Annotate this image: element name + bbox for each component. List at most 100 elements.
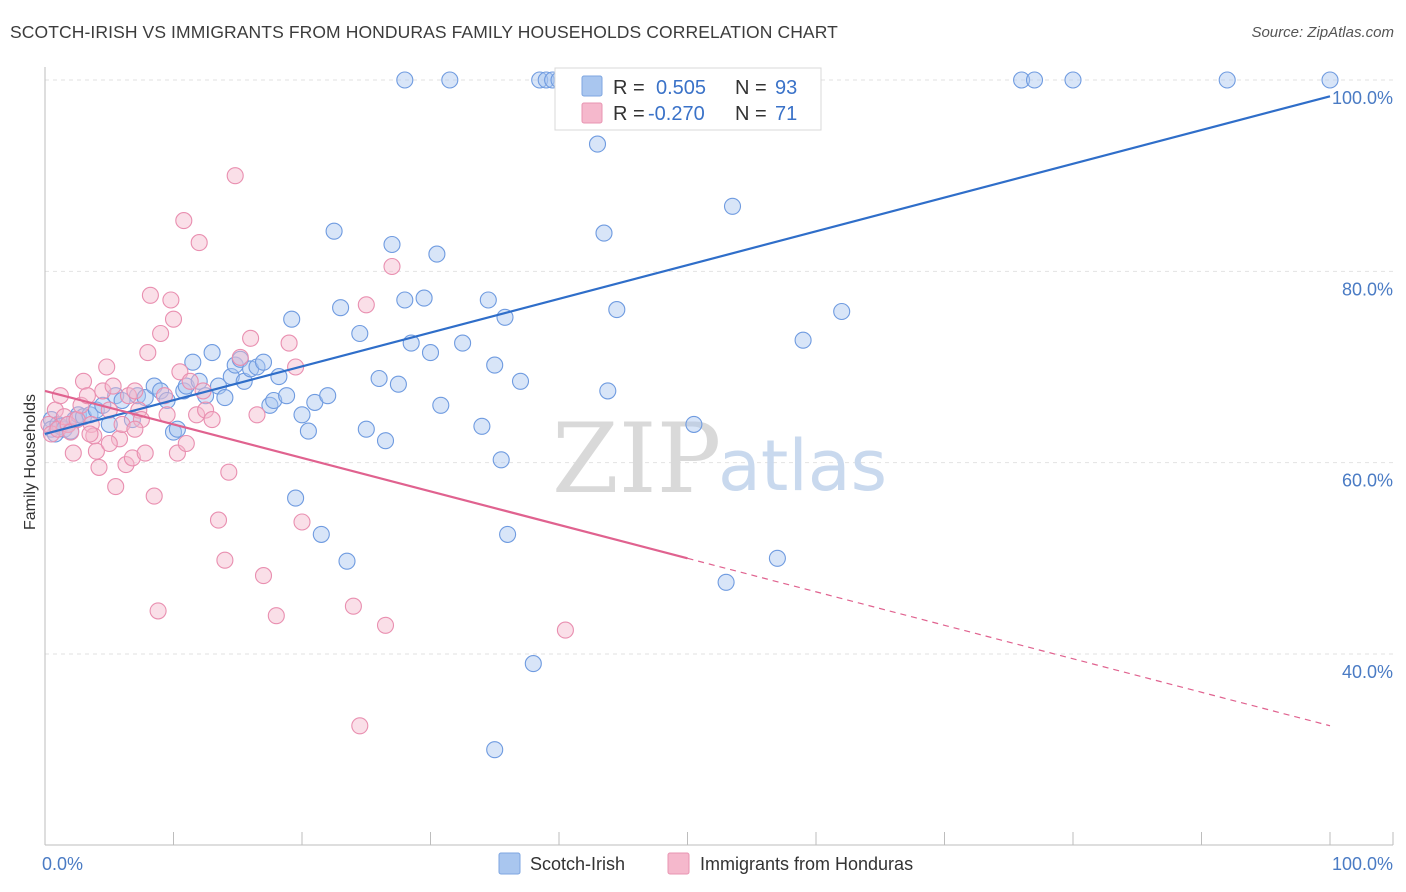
y-tick-label-40: 40.0% xyxy=(1342,662,1393,682)
trend-lines xyxy=(44,95,1331,727)
data-point xyxy=(220,463,238,481)
data-point xyxy=(188,406,206,424)
data-point xyxy=(511,372,530,390)
legend-n-value-2: 71 xyxy=(775,103,797,125)
data-point xyxy=(312,525,330,543)
legend-r-value-2: -0.270 xyxy=(648,103,705,125)
data-point xyxy=(768,549,786,567)
data-point xyxy=(190,234,208,252)
data-point xyxy=(226,167,244,185)
series-honduras-points xyxy=(40,167,574,735)
y-axis-label: Family Households xyxy=(22,394,39,530)
trend-line-honduras-extrapolated xyxy=(687,557,1331,727)
data-point xyxy=(216,389,234,407)
data-point xyxy=(123,449,141,467)
chart-title: SCOTCH-IRISH VS IMMIGRANTS FROM HONDURAS… xyxy=(10,22,838,42)
data-point xyxy=(1064,71,1082,89)
data-point xyxy=(216,551,234,569)
data-point xyxy=(486,356,504,374)
data-point xyxy=(64,444,82,462)
data-point xyxy=(351,324,369,343)
data-point xyxy=(293,406,311,424)
data-point xyxy=(833,302,851,321)
data-point xyxy=(203,411,221,429)
data-point xyxy=(595,224,613,242)
data-point xyxy=(389,375,407,393)
legend-r-label-1: R = xyxy=(613,77,645,99)
series-scotch-irish-points xyxy=(42,71,1339,759)
data-point xyxy=(126,420,144,438)
data-point xyxy=(1025,71,1044,89)
data-point xyxy=(319,387,337,405)
data-point xyxy=(383,235,401,254)
data-point xyxy=(283,310,301,328)
data-point xyxy=(473,417,491,435)
data-point xyxy=(104,377,122,395)
bottom-legend: Scotch-Irish Immigrants from Honduras xyxy=(498,852,913,875)
data-point xyxy=(162,291,180,309)
bottom-legend-label-1: Scotch-Irish xyxy=(530,854,625,874)
data-point xyxy=(499,525,517,543)
data-point xyxy=(357,296,375,314)
data-point xyxy=(287,489,305,507)
trend-line-scotch-irish xyxy=(44,95,1331,436)
data-point xyxy=(164,310,183,328)
data-point xyxy=(87,442,105,460)
data-point xyxy=(454,334,472,352)
data-point xyxy=(141,286,159,304)
data-point xyxy=(203,344,221,362)
data-point xyxy=(81,425,99,443)
legend-n-label-2: N = xyxy=(735,103,767,125)
data-point xyxy=(376,616,395,634)
data-point xyxy=(599,382,617,400)
data-point xyxy=(231,348,249,366)
data-point xyxy=(357,420,375,438)
data-point xyxy=(190,372,208,390)
data-point xyxy=(155,387,174,405)
legend-swatch-pink xyxy=(581,102,603,124)
data-point xyxy=(278,387,296,405)
data-point xyxy=(332,299,350,317)
bottom-legend-swatch-blue xyxy=(498,852,521,875)
tick-labels: 40.0% 60.0% 80.0% 100.0% 0.0% 100.0% xyxy=(42,88,1393,874)
data-point xyxy=(376,432,395,450)
data-point xyxy=(432,396,450,414)
watermark-zip: ZIP xyxy=(552,403,721,515)
data-point xyxy=(74,372,93,390)
data-point xyxy=(94,382,112,400)
bottom-legend-swatch-pink xyxy=(667,852,690,875)
y-tick-label-80: 80.0% xyxy=(1342,279,1393,299)
data-point xyxy=(1013,71,1031,89)
data-point xyxy=(55,408,73,426)
data-point xyxy=(396,291,414,309)
y-tick-label-100: 100.0% xyxy=(1332,88,1393,108)
data-point xyxy=(209,511,228,529)
data-point xyxy=(428,245,446,263)
data-point xyxy=(524,655,542,673)
data-point xyxy=(608,301,626,319)
data-point xyxy=(110,430,129,448)
data-point xyxy=(421,344,440,362)
legend-r-label-2: R = xyxy=(613,103,645,125)
data-point xyxy=(370,369,388,388)
x-tick-label-end: 100.0% xyxy=(1332,854,1393,874)
legend-r-value-1: 0.505 xyxy=(656,77,706,99)
data-point xyxy=(117,456,135,474)
data-point xyxy=(280,334,298,352)
source-label: Source: ZipAtlas.com xyxy=(1251,24,1394,41)
data-point xyxy=(479,291,497,309)
stats-legend: R = 0.505 N = 93 R = -0.270 N = 71 xyxy=(554,67,822,131)
data-point xyxy=(492,451,510,469)
data-point xyxy=(152,324,170,343)
legend-n-label-1: N = xyxy=(735,77,767,99)
data-point xyxy=(98,358,116,376)
data-point xyxy=(293,513,311,531)
data-point xyxy=(685,415,703,433)
data-point xyxy=(556,621,574,639)
data-point xyxy=(254,567,273,585)
data-point xyxy=(175,382,193,400)
data-point xyxy=(325,222,343,240)
data-point xyxy=(486,741,504,759)
legend-n-value-1: 93 xyxy=(775,77,797,99)
